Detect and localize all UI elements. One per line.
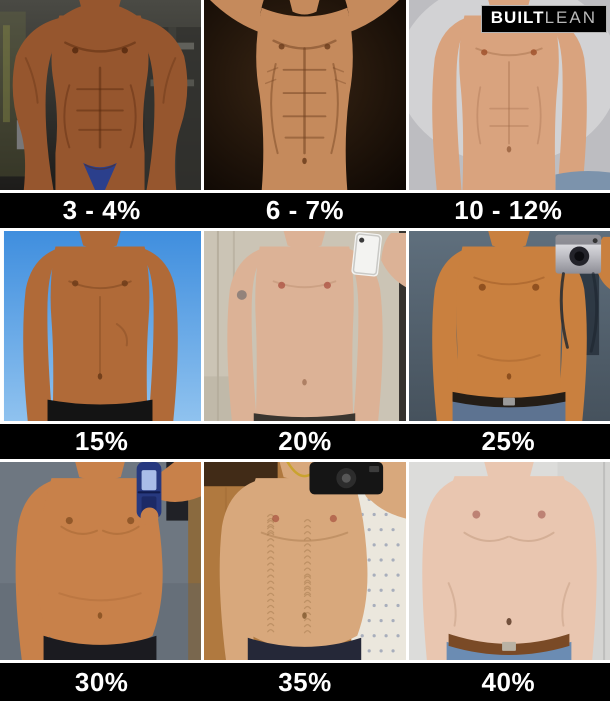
photo-bodyfat-3-4-percent [0, 0, 201, 190]
photo-bodyfat-35-percent [204, 462, 406, 660]
photo-bodyfat-40-percent [409, 462, 610, 660]
photo-bodyfat-15-percent [0, 231, 201, 421]
label-bar-row-1: 3 - 4% 6 - 7% 10 - 12% [0, 193, 610, 228]
photo-bodyfat-25-percent [409, 231, 610, 421]
photo-row-1 [0, 0, 610, 190]
bodyfat-label-6-7-percent: 6 - 7% [265, 195, 345, 225]
bodyfat-label-15-percent: 15% [74, 426, 129, 456]
logo-text-built: BUILT [490, 8, 545, 27]
photo-bodyfat-10-12-percent [409, 0, 610, 190]
photo-bodyfat-6-7-percent [204, 0, 406, 190]
photo-bodyfat-20-percent [204, 231, 406, 421]
builtlean-logo: BUILTLEAN [480, 5, 607, 34]
logo-text-lean: LEAN [544, 8, 597, 27]
bodyfat-label-25-percent: 25% [481, 426, 536, 456]
label-bar-row-3: 30% 35% 40% [0, 663, 610, 701]
photo-bodyfat-30-percent [0, 462, 201, 660]
bodyfat-label-3-4-percent: 3 - 4% [62, 195, 141, 225]
bodyfat-label-35-percent: 35% [278, 666, 332, 697]
label-bar-row-2: 15% 20% 25% [0, 424, 610, 459]
bodyfat-label-40-percent: 40% [481, 666, 536, 697]
bodyfat-label-20-percent: 20% [278, 426, 332, 456]
bodyfat-label-10-12-percent: 10 - 12% [454, 195, 563, 225]
photo-row-2 [0, 231, 610, 421]
bodyfat-label-30-percent: 30% [74, 666, 129, 697]
photo-row-3 [0, 462, 610, 660]
